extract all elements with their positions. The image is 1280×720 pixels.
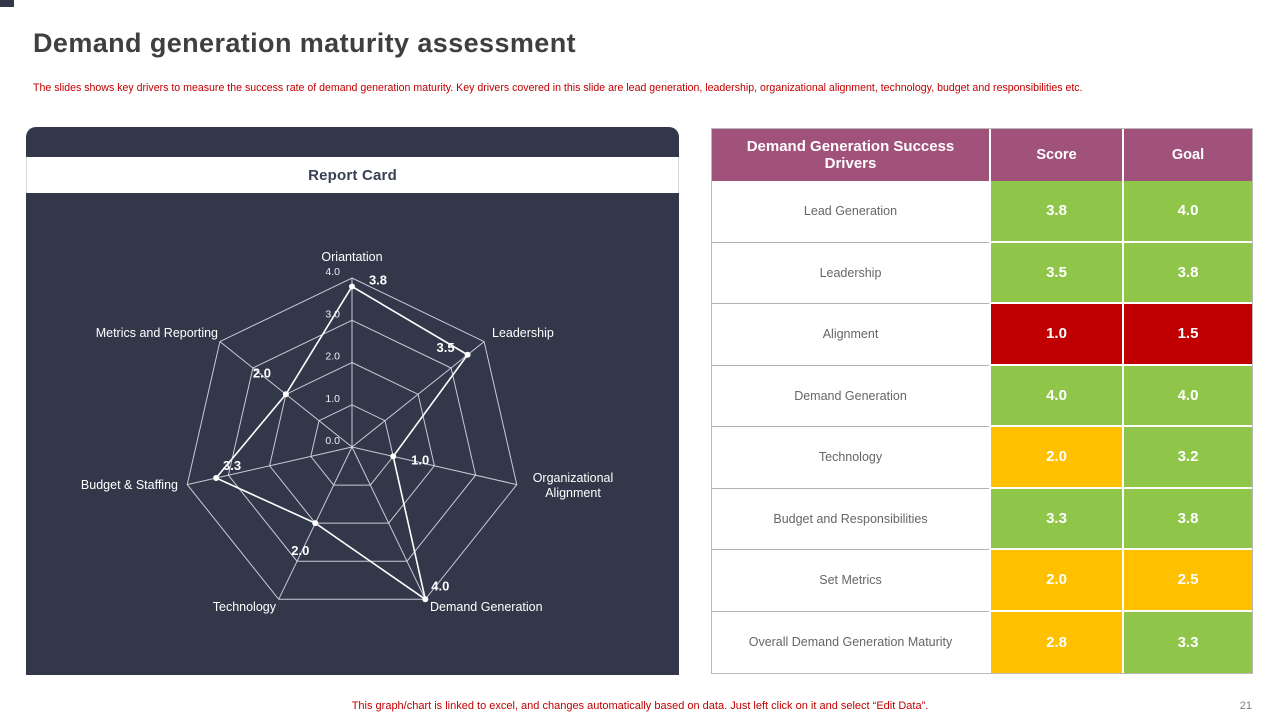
- driver-cell: Lead Generation: [712, 181, 989, 243]
- report-card-title: Report Card: [308, 166, 397, 184]
- svg-text:Alignment: Alignment: [545, 486, 601, 500]
- page-number: 21: [1239, 700, 1252, 712]
- score-cell: 4.0: [989, 365, 1122, 427]
- svg-text:Technology: Technology: [213, 600, 277, 614]
- score-cell: 3.8: [989, 181, 1122, 243]
- score-table: Demand Generation Success Drivers Score …: [711, 128, 1253, 674]
- page-title: Demand generation maturity assessment: [33, 28, 576, 58]
- svg-text:Oriantation: Oriantation: [321, 250, 382, 264]
- score-cell: 3.3: [989, 488, 1122, 550]
- table-row: Set Metrics 2.0 2.5: [712, 550, 1252, 612]
- radar-chart[interactable]: 0.01.02.03.04.03.83.51.04.02.03.32.0Oria…: [26, 193, 679, 675]
- svg-text:3.3: 3.3: [223, 458, 241, 473]
- report-card-chart-panel[interactable]: 0.0 1.0 2.0 3.0 4.0 3.8 3.5 1.0 4.0 2.0 3.3 2.0 Oria…: [26, 193, 679, 675]
- driver-cell: Demand Generation: [712, 365, 989, 427]
- goal-cell: 4.0: [1122, 365, 1252, 427]
- svg-text:1.0: 1.0: [325, 393, 340, 405]
- score-table-body: Lead Generation 3.8 4.0 Leadership 3.5 3.8 Ali…: [712, 181, 1252, 673]
- goal-cell: 3.3: [1122, 611, 1252, 673]
- page-subtitle: The slides shows key drivers to measure …: [33, 82, 1083, 94]
- driver-cell: Set Metrics: [712, 550, 989, 612]
- report-card-header-bar: [26, 127, 679, 157]
- score-cell: 2.0: [989, 427, 1122, 489]
- header-goal: Goal: [1122, 129, 1252, 181]
- svg-text:2.0: 2.0: [325, 351, 340, 363]
- score-cell: 1.0: [989, 304, 1122, 366]
- svg-text:2.0: 2.0: [253, 365, 271, 380]
- score-cell: 2.8: [989, 611, 1122, 673]
- svg-text:3.8: 3.8: [369, 273, 387, 288]
- goal-cell: 2.5: [1122, 550, 1252, 612]
- goal-cell: 1.5: [1122, 304, 1252, 366]
- corner-accent: [0, 0, 14, 7]
- goal-cell: 3.8: [1122, 242, 1252, 304]
- table-row: Overall Demand Generation Maturity 2.8 3.3: [712, 611, 1252, 673]
- driver-cell: Leadership: [712, 242, 989, 304]
- svg-text:Budget & Staffing: Budget & Staffing: [81, 478, 178, 492]
- svg-text:4.0: 4.0: [431, 578, 449, 593]
- table-row: Demand Generation 4.0 4.0: [712, 365, 1252, 427]
- table-row: Budget and Responsibilities 3.3 3.8: [712, 488, 1252, 550]
- table-row: Alignment 1.0 1.5: [712, 304, 1252, 366]
- score-cell: 3.5: [989, 242, 1122, 304]
- driver-cell: Budget and Responsibilities: [712, 488, 989, 550]
- goal-cell: 3.8: [1122, 488, 1252, 550]
- goal-cell: 4.0: [1122, 181, 1252, 243]
- svg-text:1.0: 1.0: [411, 452, 429, 467]
- table-row: Leadership 3.5 3.8: [712, 242, 1252, 304]
- driver-cell: Overall Demand Generation Maturity: [712, 611, 989, 673]
- svg-text:Organizational: Organizational: [533, 471, 614, 485]
- goal-cell: 3.2: [1122, 427, 1252, 489]
- header-success-drivers: Demand Generation Success Drivers: [746, 137, 955, 172]
- svg-text:0.0: 0.0: [325, 435, 340, 447]
- report-card-title-strip: Report Card: [26, 157, 679, 193]
- svg-text:Demand Generation: Demand Generation: [430, 600, 543, 614]
- svg-text:Leadership: Leadership: [492, 326, 554, 340]
- table-row: Technology 2.0 3.2: [712, 427, 1252, 489]
- table-row: Lead Generation 3.8 4.0: [712, 181, 1252, 243]
- score-cell: 2.0: [989, 550, 1122, 612]
- svg-text:4.0: 4.0: [325, 266, 340, 278]
- footer-note: This graph/chart is linked to excel, and…: [351, 700, 929, 712]
- header-score: Score: [989, 129, 1122, 181]
- driver-cell: Technology: [712, 427, 989, 489]
- score-table-header: Demand Generation Success Drivers Score …: [712, 129, 1252, 181]
- svg-text:2.0: 2.0: [291, 543, 309, 558]
- svg-text:3.5: 3.5: [437, 340, 455, 355]
- driver-cell: Alignment: [712, 304, 989, 366]
- svg-text:Metrics and Reporting: Metrics and Reporting: [96, 326, 218, 340]
